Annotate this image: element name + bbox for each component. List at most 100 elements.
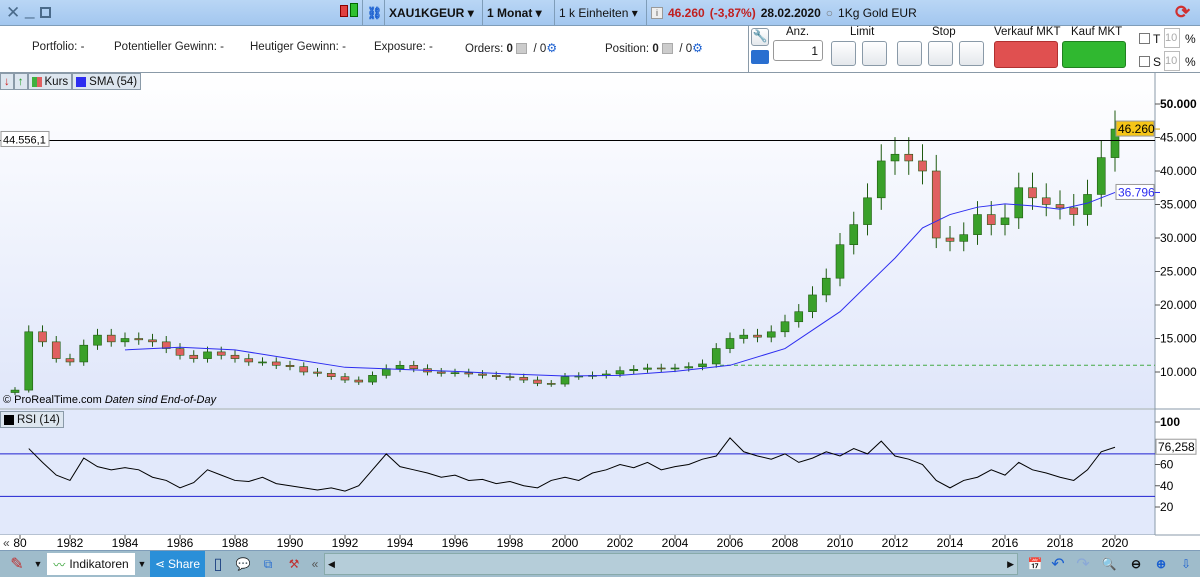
legend-sma[interactable]: SMA (54) bbox=[72, 73, 142, 90]
chart-legend: ↓ ↑ Kurs SMA (54) bbox=[0, 73, 142, 90]
candle bbox=[546, 383, 556, 385]
candle bbox=[1069, 207, 1079, 215]
wrench-icon[interactable]: 🔧 bbox=[751, 28, 769, 46]
stop-limit-order-button[interactable] bbox=[959, 41, 984, 66]
candle bbox=[203, 351, 212, 359]
candle bbox=[959, 234, 969, 242]
close-position-icon[interactable] bbox=[661, 43, 673, 55]
buy-market-button[interactable] bbox=[1062, 41, 1126, 68]
quantity-input[interactable]: 1 bbox=[773, 40, 823, 61]
position-settings-icon[interactable]: ⚙ bbox=[692, 41, 703, 55]
collapse-down-icon[interactable]: ↓ bbox=[0, 73, 14, 90]
candle bbox=[698, 363, 707, 367]
close-icon[interactable]: ✕ bbox=[6, 3, 21, 22]
candle-type-icon[interactable] bbox=[340, 5, 348, 17]
zoom-out-icon[interactable]: ⊖ bbox=[1130, 557, 1142, 571]
orders-settings-icon[interactable]: ⚙ bbox=[546, 41, 558, 55]
zoom-in-icon[interactable]: ⊕ bbox=[1155, 557, 1167, 571]
stop-order-button[interactable] bbox=[897, 41, 922, 66]
portfolio: Portfolio: - bbox=[32, 41, 84, 53]
collapse-up-icon[interactable]: ↑ bbox=[13, 73, 28, 90]
sell-market-button[interactable] bbox=[994, 41, 1058, 68]
take-profit-input[interactable]: 10 bbox=[1164, 28, 1180, 48]
candle bbox=[670, 367, 680, 370]
legend-rsi[interactable]: RSI (14) bbox=[0, 411, 64, 428]
stop-loss-input[interactable]: 10 bbox=[1164, 51, 1180, 71]
scroll-start-icon[interactable]: « bbox=[311, 557, 319, 571]
legend-sma-label: SMA (54) bbox=[89, 75, 138, 88]
position: Position: 0 / 0⚙ bbox=[605, 41, 703, 55]
minimize-icon[interactable]: _ bbox=[25, 0, 35, 19]
cancel-orders-icon[interactable] bbox=[516, 43, 528, 55]
comment-icon[interactable]: 💬 bbox=[235, 557, 251, 571]
maximize-icon[interactable] bbox=[40, 7, 51, 18]
hline-label: 44.556,1 bbox=[3, 134, 46, 146]
rsi-tick-label: 100 bbox=[1160, 415, 1180, 429]
candle bbox=[973, 214, 982, 235]
legend-price[interactable]: Kurs bbox=[27, 73, 73, 90]
price-tick-label: 40.000 bbox=[1160, 164, 1197, 178]
info-icon[interactable]: i bbox=[651, 7, 663, 19]
drawing-dropdown-icon[interactable]: ▼ bbox=[33, 559, 43, 569]
link-icon[interactable]: ⛓ bbox=[362, 0, 384, 26]
portfolio-value: - bbox=[80, 41, 85, 53]
candle bbox=[326, 373, 336, 377]
candle bbox=[684, 366, 694, 369]
x-tick-label: 2000 bbox=[552, 536, 579, 550]
chart-settings-icon[interactable]: ⚒ bbox=[288, 557, 300, 571]
download-icon[interactable]: ⇩ bbox=[1180, 557, 1192, 571]
take-profit-checkbox[interactable] bbox=[1139, 33, 1150, 44]
divider bbox=[748, 26, 749, 73]
layout-icon[interactable]: ▯ bbox=[213, 556, 223, 573]
scroll-left-arrow-icon[interactable]: ◀ bbox=[328, 558, 335, 569]
candle bbox=[780, 321, 790, 333]
candle bbox=[711, 348, 721, 365]
candle bbox=[381, 368, 391, 376]
redo-icon[interactable]: ↷ bbox=[1076, 556, 1090, 573]
auto-zoom-icon[interactable]: 🔍 bbox=[1101, 557, 1117, 571]
candle bbox=[436, 371, 446, 374]
x-tick-label: 1982 bbox=[57, 536, 84, 550]
price-tick-label: 35.000 bbox=[1160, 198, 1197, 212]
refresh-icon[interactable]: ⟳ bbox=[1175, 2, 1191, 22]
multi-chart-icon[interactable]: ⧉ bbox=[263, 556, 273, 571]
indicators-dropdown-icon[interactable]: ▼ bbox=[137, 559, 147, 569]
portfolio-label: Portfolio: bbox=[32, 41, 78, 53]
candle bbox=[1083, 194, 1092, 215]
scroll-right-arrow-icon[interactable]: ▶ bbox=[1007, 558, 1014, 569]
candle bbox=[340, 376, 350, 381]
share-button[interactable]: ⋖ Share bbox=[150, 551, 205, 577]
s-label: S bbox=[1153, 55, 1162, 69]
stop-loss-checkbox[interactable] bbox=[1139, 56, 1150, 67]
candle bbox=[1000, 217, 1010, 225]
keyboard-icon[interactable] bbox=[751, 50, 769, 64]
units-selector[interactable]: 1 k Einheiten ▾ bbox=[554, 0, 646, 26]
candle bbox=[299, 366, 309, 373]
candle-type-icon-green[interactable] bbox=[350, 3, 358, 17]
x-tick-label: 1994 bbox=[387, 536, 414, 550]
price-tick-label: 25.000 bbox=[1160, 265, 1197, 279]
go-to-date-icon[interactable]: 📅 bbox=[1027, 557, 1043, 571]
horizontal-scrollbar[interactable]: ◀ ▶ bbox=[324, 553, 1018, 575]
candle bbox=[560, 376, 570, 385]
candle bbox=[106, 334, 116, 343]
indicators-button[interactable]: 〰 Indikatoren bbox=[47, 553, 135, 575]
scroll-left-icon[interactable]: « bbox=[3, 536, 10, 550]
drawing-tools-icon[interactable]: ✎ bbox=[10, 556, 24, 573]
undo-icon[interactable]: ↶ bbox=[1051, 556, 1065, 573]
position-total: / 0 bbox=[679, 43, 693, 55]
candle bbox=[285, 364, 295, 367]
limit-order-alt-button[interactable] bbox=[862, 41, 887, 66]
sma-value-box bbox=[1115, 183, 1155, 200]
s-percent: % bbox=[1185, 55, 1196, 69]
x-axis-area bbox=[0, 535, 1155, 550]
candle bbox=[890, 153, 900, 162]
symbol-selector[interactable]: XAU1KGEUR ▾ bbox=[384, 0, 482, 26]
limit-order-button[interactable] bbox=[831, 41, 856, 66]
stop-order-alt-button[interactable] bbox=[928, 41, 953, 66]
x-tick-label: 2002 bbox=[607, 536, 634, 550]
price-chart[interactable]: 44.556,1 10.000 15.000 20.000 25.000 30.000 3… bbox=[0, 73, 1200, 550]
timeframe-selector[interactable]: 1 Monat ▾ bbox=[482, 0, 554, 26]
status-circle-icon: ○ bbox=[825, 6, 834, 20]
x-tick-label: 1998 bbox=[497, 536, 524, 550]
